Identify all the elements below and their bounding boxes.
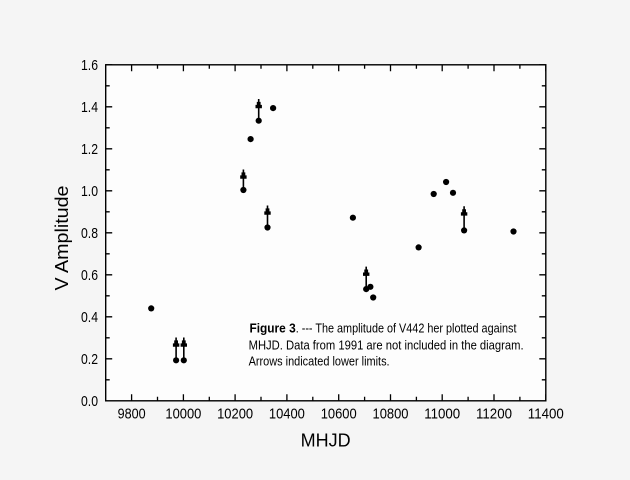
svg-text:0.0: 0.0	[81, 393, 98, 410]
svg-text:V Amplitude: V Amplitude	[52, 186, 72, 291]
svg-text:MHJD. Data from 1991 are not: MHJD. Data from 1991 are not included in…	[249, 338, 524, 353]
svg-text:MHJD: MHJD	[301, 430, 351, 450]
svg-text:10800: 10800	[373, 405, 409, 422]
svg-text:11200: 11200	[476, 405, 512, 422]
svg-text:9800: 9800	[118, 405, 146, 422]
svg-text:Arrows indicated lower limits.: Arrows indicated lower limits.	[249, 354, 390, 369]
svg-text:10600: 10600	[321, 405, 357, 422]
svg-text:11000: 11000	[424, 405, 460, 422]
svg-text:0.4: 0.4	[81, 309, 98, 326]
svg-text:11400: 11400	[528, 405, 564, 422]
svg-text:0.2: 0.2	[81, 351, 98, 368]
svg-text:10400: 10400	[269, 405, 305, 422]
svg-text:1.0: 1.0	[81, 183, 98, 200]
svg-text:1.2: 1.2	[81, 141, 98, 158]
svg-text:10000: 10000	[165, 405, 201, 422]
svg-text:Figure 3: Figure 3	[250, 321, 296, 336]
svg-text:1.4: 1.4	[81, 99, 98, 116]
svg-text:. --- The amplitude of V442 he: . --- The amplitude of V442 her plotted …	[296, 321, 517, 336]
svg-text:0.8: 0.8	[81, 225, 98, 242]
svg-text:10200: 10200	[217, 405, 253, 422]
svg-text:0.6: 0.6	[81, 267, 98, 284]
svg-text:1.6: 1.6	[81, 57, 98, 74]
